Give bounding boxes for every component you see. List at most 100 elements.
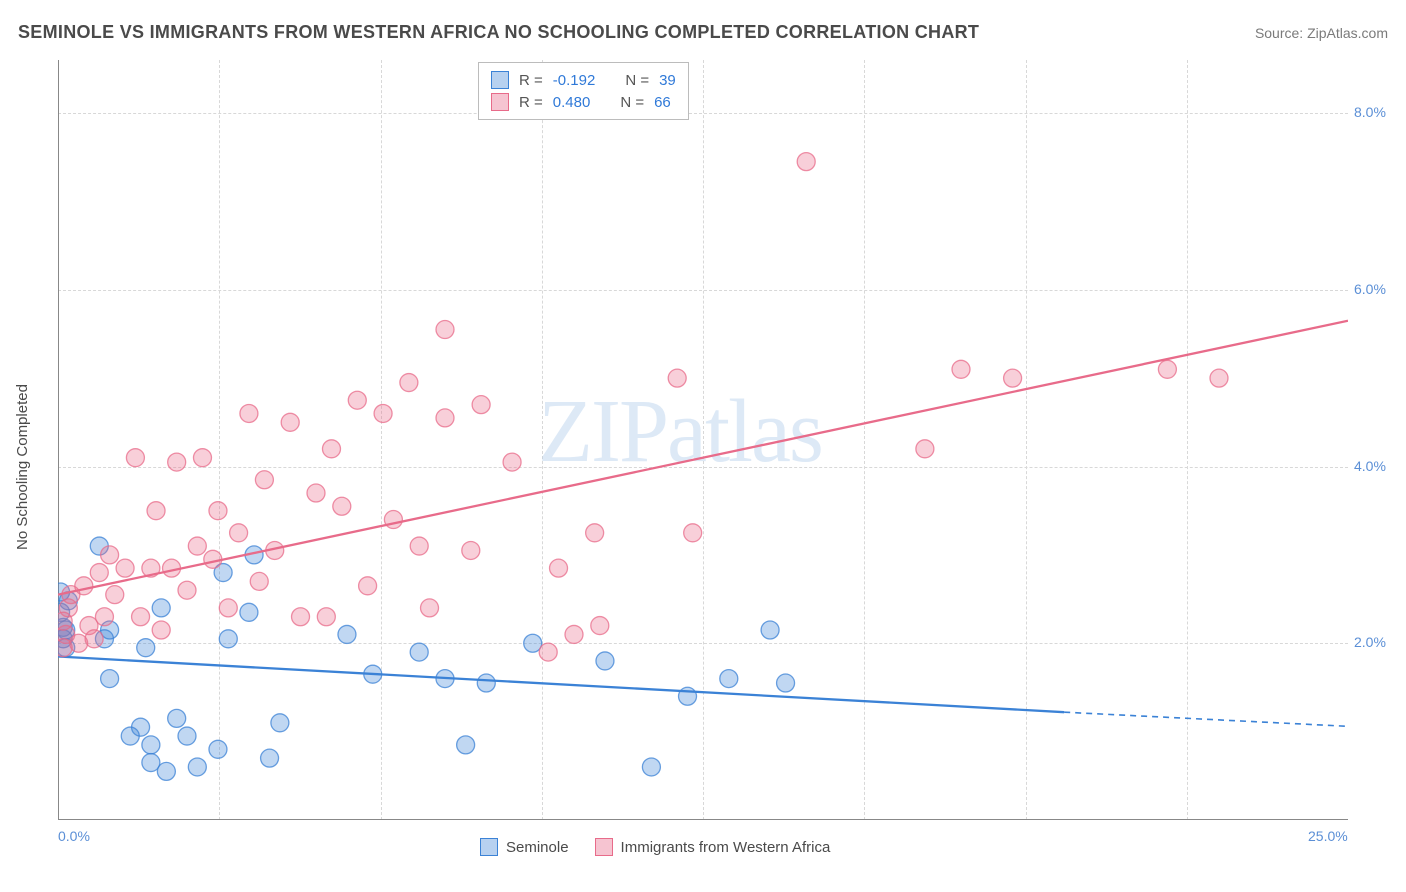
r-label: R = [519,72,543,89]
scatter-point [240,404,258,422]
scatter-point [777,674,795,692]
scatter-point [106,586,124,604]
legend-item: Immigrants from Western Africa [595,838,831,856]
scatter-point [565,625,583,643]
scatter-point [157,762,175,780]
scatter-point [209,502,227,520]
scatter-point [147,502,165,520]
n-value: 39 [659,72,676,89]
scatter-point [281,413,299,431]
scatter-point [188,758,206,776]
scatter-point [1158,360,1176,378]
scatter-point [550,559,568,577]
n-label: N = [620,94,644,111]
series-legend: Seminole Immigrants from Western Africa [480,838,830,856]
scatter-point [142,736,160,754]
scatter-point [333,497,351,515]
scatter-point [410,643,428,661]
plot-area: ZIPatlas R =-0.192N =39R =0.480N =66 [58,60,1348,820]
legend-item: Seminole [480,838,569,856]
y-tick-label: 2.0% [1354,634,1386,650]
scatter-point [168,453,186,471]
scatter-point [178,727,196,745]
scatter-point [436,409,454,427]
scatter-point [137,639,155,657]
x-tick-label: 25.0% [1308,828,1348,844]
legend-swatch [595,838,613,856]
y-axis-label: No Schooling Completed [14,384,31,550]
scatter-point [75,577,93,595]
source-attribution: Source: ZipAtlas.com [1255,25,1388,41]
scatter-point [374,404,392,422]
n-value: 66 [654,94,671,111]
scatter-point [322,440,340,458]
scatter-point [132,608,150,626]
scatter-point [95,608,113,626]
scatter-point [421,599,439,617]
scatter-point [101,546,119,564]
scatter-point [684,524,702,542]
y-tick-label: 8.0% [1354,104,1386,120]
regression-line [58,657,1064,713]
scatter-point [193,449,211,467]
scatter-point [292,608,310,626]
scatter-point [668,369,686,387]
scatter-point [317,608,335,626]
scatter-point [261,749,279,767]
scatter-point [90,564,108,582]
scatter-point [152,599,170,617]
regression-line [58,321,1348,595]
scatter-point [152,621,170,639]
scatter-point [596,652,614,670]
legend-swatch [491,71,509,89]
scatter-point [240,603,258,621]
scatter-point [271,714,289,732]
scatter-point [462,541,480,559]
scatter-point [85,630,103,648]
scatter-point [410,537,428,555]
scatter-point [720,670,738,688]
scatter-point [916,440,934,458]
scatter-point [178,581,196,599]
r-label: R = [519,94,543,111]
scatter-point [586,524,604,542]
scatter-point [1210,369,1228,387]
scatter-point [219,630,237,648]
scatter-point [230,524,248,542]
scatter-point [168,709,186,727]
chart-title: SEMINOLE VS IMMIGRANTS FROM WESTERN AFRI… [18,22,979,43]
legend-swatch [491,93,509,111]
scatter-point [338,625,356,643]
scatter-point [255,471,273,489]
source-prefix: Source: [1255,25,1307,41]
scatter-point [219,599,237,617]
legend-swatch [480,838,498,856]
scatter-point [126,449,144,467]
scatter-point [472,396,490,414]
scatter-point [952,360,970,378]
scatter-point [761,621,779,639]
scatter-point [1004,369,1022,387]
r-value: -0.192 [553,72,596,89]
stats-legend-row: R = -0.192 N = 39 [491,69,676,91]
x-tick-label: 0.0% [58,828,90,844]
y-tick-label: 4.0% [1354,458,1386,474]
chart-svg [58,60,1348,820]
scatter-point [797,153,815,171]
scatter-point [503,453,521,471]
chart-header: SEMINOLE VS IMMIGRANTS FROM WESTERN AFRI… [18,22,1388,43]
scatter-point [591,617,609,635]
scatter-point [359,577,377,595]
scatter-point [188,537,206,555]
stats-legend: R = -0.192 N = 39 R = 0.480 N = 66 [478,62,689,120]
scatter-point [348,391,366,409]
legend-item-label: Seminole [506,839,569,856]
n-label: N = [625,72,649,89]
scatter-point [116,559,134,577]
legend-item-label: Immigrants from Western Africa [621,839,831,856]
scatter-point [539,643,557,661]
stats-legend-row: R = 0.480 N = 66 [491,91,676,113]
y-tick-label: 6.0% [1354,281,1386,297]
r-value: 0.480 [553,94,591,111]
scatter-point [101,670,119,688]
